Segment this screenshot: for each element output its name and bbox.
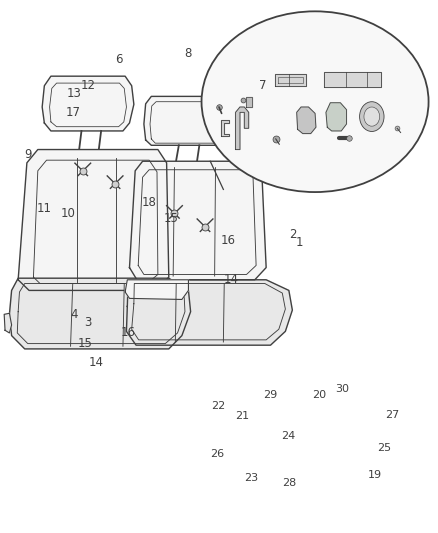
Polygon shape — [326, 103, 346, 131]
Text: 7: 7 — [259, 79, 266, 92]
Ellipse shape — [201, 11, 428, 192]
Polygon shape — [246, 98, 252, 107]
Text: 22: 22 — [211, 401, 225, 411]
Text: 8: 8 — [185, 47, 192, 60]
Text: 15: 15 — [78, 337, 92, 350]
Text: 4: 4 — [70, 308, 78, 321]
Text: 9: 9 — [24, 148, 32, 161]
Polygon shape — [10, 278, 191, 349]
Text: 13: 13 — [67, 87, 81, 100]
Text: 14: 14 — [88, 356, 103, 369]
Text: 1: 1 — [296, 236, 304, 249]
Text: 17: 17 — [65, 106, 80, 119]
Text: 29: 29 — [263, 390, 278, 400]
Text: 23: 23 — [244, 473, 258, 483]
Text: 19: 19 — [368, 470, 382, 480]
Polygon shape — [127, 280, 292, 345]
Text: 30: 30 — [335, 384, 349, 394]
Text: 25: 25 — [377, 443, 391, 453]
Text: 16: 16 — [221, 235, 236, 247]
Text: 20: 20 — [312, 390, 326, 400]
Text: 6: 6 — [115, 53, 122, 66]
Text: 2: 2 — [290, 228, 297, 241]
Text: 27: 27 — [385, 410, 399, 421]
Polygon shape — [221, 120, 229, 136]
Circle shape — [360, 102, 384, 132]
Circle shape — [364, 107, 380, 126]
Text: 15: 15 — [163, 212, 178, 225]
Polygon shape — [130, 161, 266, 280]
Polygon shape — [236, 107, 249, 150]
Text: 10: 10 — [61, 207, 76, 220]
Text: 24: 24 — [281, 431, 295, 441]
Polygon shape — [4, 313, 12, 333]
Polygon shape — [275, 74, 306, 86]
Polygon shape — [125, 280, 188, 300]
Text: 3: 3 — [85, 316, 92, 329]
Polygon shape — [297, 107, 316, 134]
Polygon shape — [144, 96, 231, 146]
Text: 18: 18 — [142, 196, 156, 209]
Text: 28: 28 — [282, 479, 296, 488]
Polygon shape — [42, 76, 134, 131]
Polygon shape — [18, 150, 169, 290]
Text: 16: 16 — [121, 326, 136, 340]
Text: 14: 14 — [223, 273, 238, 286]
Text: 11: 11 — [37, 201, 52, 214]
Polygon shape — [324, 72, 381, 87]
Text: 12: 12 — [81, 79, 95, 92]
Text: 21: 21 — [235, 411, 249, 422]
Text: 26: 26 — [210, 449, 224, 458]
